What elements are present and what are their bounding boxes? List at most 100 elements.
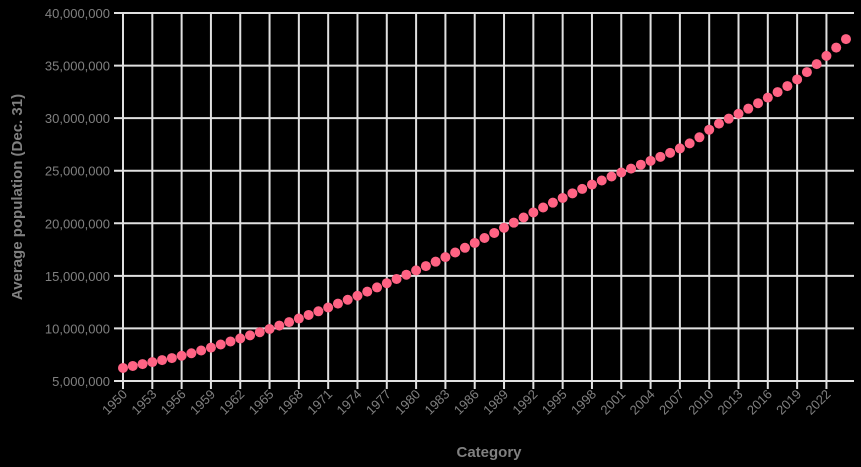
data-point[interactable]	[362, 286, 373, 297]
data-points	[118, 34, 851, 373]
data-point[interactable]	[391, 274, 402, 285]
y-tick-label: 30,000,000	[45, 111, 110, 126]
data-point[interactable]	[264, 323, 275, 334]
data-point[interactable]	[704, 124, 715, 135]
x-tick-label: 2001	[597, 387, 628, 418]
x-tick-label: 1968	[275, 387, 306, 418]
data-point[interactable]	[528, 207, 539, 218]
data-point[interactable]	[753, 98, 764, 109]
data-point[interactable]	[352, 290, 363, 301]
data-point[interactable]	[235, 333, 246, 344]
data-point[interactable]	[118, 362, 128, 373]
data-point[interactable]	[420, 261, 431, 272]
x-tick-label: 1992	[509, 387, 540, 418]
data-point[interactable]	[293, 313, 304, 324]
data-point[interactable]	[772, 87, 783, 98]
x-tick-label: 1995	[539, 387, 570, 418]
data-point[interactable]	[176, 350, 187, 361]
data-point[interactable]	[821, 50, 832, 61]
data-point[interactable]	[303, 309, 314, 320]
data-point[interactable]	[313, 306, 324, 317]
data-point[interactable]	[665, 147, 676, 158]
x-tick-label: 1971	[304, 387, 335, 418]
data-point[interactable]	[372, 282, 383, 293]
data-point[interactable]	[245, 330, 256, 341]
data-point[interactable]	[557, 192, 568, 203]
data-point[interactable]	[479, 233, 490, 244]
y-axis-title: Average population (Dec. 31)	[9, 94, 26, 300]
data-point[interactable]	[626, 163, 637, 174]
data-point[interactable]	[459, 242, 470, 253]
x-tick-label: 1965	[246, 387, 277, 418]
data-point[interactable]	[586, 179, 597, 190]
data-point[interactable]	[567, 188, 578, 199]
data-point[interactable]	[332, 298, 343, 309]
y-tick-label: 40,000,000	[45, 6, 110, 21]
data-point[interactable]	[499, 222, 510, 233]
data-point[interactable]	[655, 151, 666, 162]
y-tick-label: 15,000,000	[45, 269, 110, 284]
data-point[interactable]	[157, 355, 168, 366]
data-point[interactable]	[518, 212, 529, 223]
data-point[interactable]	[782, 81, 793, 92]
data-point[interactable]	[508, 217, 519, 228]
data-point[interactable]	[137, 359, 148, 370]
data-point[interactable]	[196, 345, 207, 356]
x-axis-tick-labels: 1950195319561959196219651968197119741977…	[99, 387, 833, 418]
y-tick-label: 35,000,000	[45, 59, 110, 74]
data-point[interactable]	[401, 269, 412, 280]
data-point[interactable]	[577, 183, 588, 194]
data-point[interactable]	[674, 143, 685, 154]
data-point[interactable]	[147, 357, 158, 368]
data-point[interactable]	[411, 265, 422, 276]
data-point[interactable]	[694, 132, 705, 143]
data-point[interactable]	[274, 320, 285, 331]
x-tick-label: 2010	[685, 387, 716, 418]
data-point[interactable]	[450, 247, 461, 258]
data-point[interactable]	[254, 327, 265, 338]
data-point[interactable]	[645, 155, 656, 166]
x-tick-label: 1998	[568, 387, 599, 418]
data-point[interactable]	[811, 59, 822, 70]
data-point[interactable]	[792, 74, 803, 85]
data-point[interactable]	[215, 339, 226, 350]
data-point[interactable]	[840, 34, 851, 45]
x-tick-label: 2013	[715, 387, 746, 418]
data-point[interactable]	[205, 342, 216, 353]
data-point[interactable]	[381, 278, 392, 289]
x-tick-label: 1962	[216, 387, 247, 418]
data-point[interactable]	[440, 252, 451, 263]
x-tick-label: 2007	[656, 387, 687, 418]
data-point[interactable]	[225, 336, 236, 347]
data-point[interactable]	[127, 360, 138, 371]
data-point[interactable]	[469, 237, 480, 248]
data-point[interactable]	[616, 167, 627, 178]
data-point[interactable]	[762, 92, 773, 103]
data-point[interactable]	[723, 113, 734, 124]
x-axis-title: Category	[456, 444, 522, 461]
data-point[interactable]	[166, 353, 177, 364]
data-point[interactable]	[342, 294, 353, 305]
data-point[interactable]	[186, 348, 197, 359]
data-point[interactable]	[596, 175, 607, 186]
data-point[interactable]	[430, 256, 441, 267]
data-point[interactable]	[547, 197, 558, 208]
data-point[interactable]	[284, 317, 295, 328]
data-point[interactable]	[635, 159, 646, 170]
y-tick-label: 5,000,000	[52, 374, 110, 389]
x-tick-label: 1959	[187, 387, 218, 418]
data-point[interactable]	[323, 302, 334, 313]
horizontal-gridlines	[114, 12, 854, 382]
data-point[interactable]	[489, 227, 500, 238]
x-tick-label: 1983	[421, 387, 452, 418]
data-point[interactable]	[538, 202, 549, 213]
data-point[interactable]	[684, 138, 695, 149]
data-point[interactable]	[831, 42, 842, 53]
data-point[interactable]	[743, 103, 754, 114]
x-tick-label: 1980	[392, 387, 423, 418]
data-point[interactable]	[733, 108, 744, 119]
data-point[interactable]	[801, 67, 812, 78]
x-tick-label: 2016	[744, 387, 775, 418]
data-point[interactable]	[606, 171, 617, 182]
data-point[interactable]	[713, 118, 724, 129]
